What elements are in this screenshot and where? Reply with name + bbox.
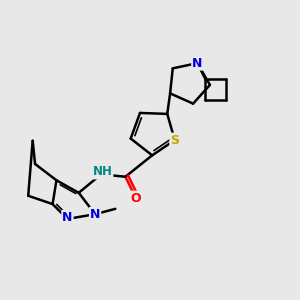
Text: N: N: [90, 208, 100, 221]
Text: S: S: [170, 134, 179, 147]
Text: N: N: [62, 211, 73, 224]
Text: N: N: [192, 57, 203, 70]
Text: O: O: [130, 192, 141, 205]
Text: NH: NH: [93, 166, 112, 178]
